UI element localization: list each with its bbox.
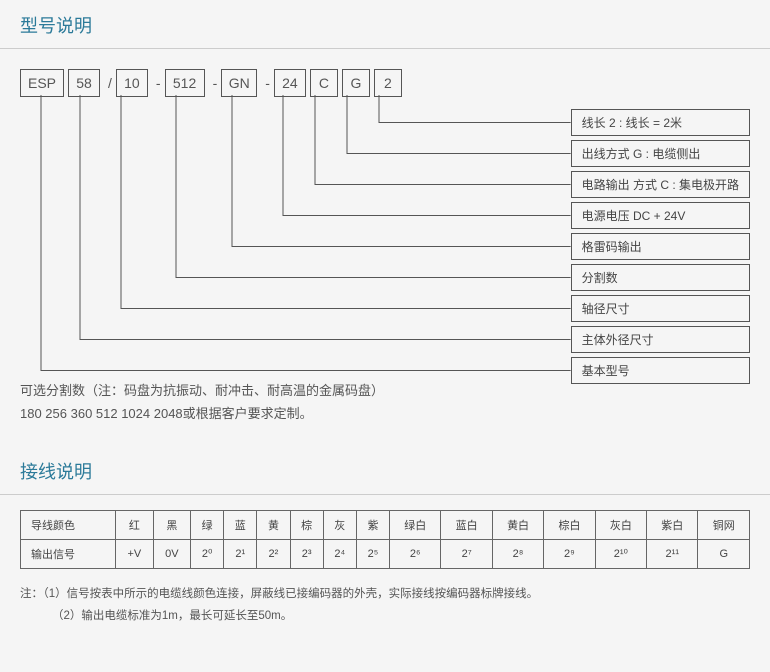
label-shaft-dia: 轴径尺寸 bbox=[571, 295, 750, 322]
cell: 2¹ bbox=[224, 539, 257, 568]
cell: G bbox=[698, 539, 750, 568]
cell: 黄白 bbox=[492, 510, 543, 539]
cell: 2¹¹ bbox=[647, 539, 698, 568]
label-cable-length: 线长 2 : 线长 = 2米 bbox=[571, 109, 750, 136]
footnote-1: 注：（1）信号按表中所示的电缆线颜色连接，屏蔽线已接编码器的外壳，实际接线按编码… bbox=[20, 584, 750, 606]
sep-dash1: - bbox=[156, 69, 161, 97]
label-output-circuit: 电路输出 方式 C : 集电极开路 bbox=[571, 171, 750, 198]
seg-c: C bbox=[310, 69, 338, 97]
wiring-table: 导线颜色 红 黑 绿 蓝 黄 棕 灰 紫 绿白 蓝白 黄白 棕白 灰白 紫白 铜… bbox=[20, 510, 750, 569]
section1-title: 型号说明 bbox=[0, 0, 770, 49]
cell: 2⁸ bbox=[492, 539, 543, 568]
cell: 红 bbox=[116, 510, 154, 539]
cell: 2³ bbox=[290, 539, 323, 568]
seg-512: 512 bbox=[165, 69, 205, 97]
model-segments: ESP 58 / 10 - 512 - GN - 24 C G 2 bbox=[20, 69, 406, 97]
cell: 2⁷ bbox=[441, 539, 492, 568]
cell: 2¹⁰ bbox=[595, 539, 646, 568]
seg-10: 10 bbox=[116, 69, 148, 97]
seg-gn: GN bbox=[221, 69, 257, 97]
label-base-model: 基本型号 bbox=[571, 357, 750, 384]
label-column: 线长 2 : 线长 = 2米 出线方式 G : 电缆侧出 电路输出 方式 C :… bbox=[571, 109, 750, 388]
label-cable-exit: 出线方式 G : 电缆侧出 bbox=[571, 140, 750, 167]
cell: 紫白 bbox=[647, 510, 698, 539]
row2-header: 输出信号 bbox=[21, 539, 116, 568]
row1-header: 导线颜色 bbox=[21, 510, 116, 539]
resolution-options: 可选分割数（注：码盘为抗振动、耐冲击、耐高温的金属码盘） 180 256 360… bbox=[0, 379, 770, 446]
option-note-line2: 180 256 360 512 1024 2048或根据客户要求定制。 bbox=[20, 402, 750, 425]
label-supply-voltage: 电源电压 DC + 24V bbox=[571, 202, 750, 229]
cell: +V bbox=[116, 539, 154, 568]
cell: 黄 bbox=[257, 510, 290, 539]
cell: 铜网 bbox=[698, 510, 750, 539]
label-gray-code: 格雷码输出 bbox=[571, 233, 750, 260]
footnotes: 注：（1）信号按表中所示的电缆线颜色连接，屏蔽线已接编码器的外壳，实际接线按编码… bbox=[0, 579, 770, 648]
sep-dash2: - bbox=[213, 69, 218, 97]
cell: 灰白 bbox=[595, 510, 646, 539]
cell: 黑 bbox=[153, 510, 190, 539]
cell: 2⁹ bbox=[544, 539, 595, 568]
label-body-dia: 主体外径尺寸 bbox=[571, 326, 750, 353]
label-resolution: 分割数 bbox=[571, 264, 750, 291]
footnote-2: （2）输出电缆标准为1m，最长可延长至50m。 bbox=[20, 606, 750, 628]
sep-slash: / bbox=[108, 69, 112, 97]
table-row-signals: 输出信号 +V 0V 2⁰ 2¹ 2² 2³ 2⁴ 2⁵ 2⁶ 2⁷ 2⁸ 2⁹… bbox=[21, 539, 750, 568]
cell: 灰 bbox=[323, 510, 356, 539]
cell: 绿白 bbox=[390, 510, 441, 539]
cell: 棕白 bbox=[544, 510, 595, 539]
cell: 2² bbox=[257, 539, 290, 568]
cell: 2⁵ bbox=[356, 539, 389, 568]
table-row-colors: 导线颜色 红 黑 绿 蓝 黄 棕 灰 紫 绿白 蓝白 黄白 棕白 灰白 紫白 铜… bbox=[21, 510, 750, 539]
sep-dash3: - bbox=[265, 69, 270, 97]
seg-esp: ESP bbox=[20, 69, 64, 97]
cell: 2⁴ bbox=[323, 539, 356, 568]
seg-24: 24 bbox=[274, 69, 306, 97]
model-decode-area: ESP 58 / 10 - 512 - GN - 24 C G 2 线长 2 :… bbox=[0, 49, 770, 379]
cell: 2⁶ bbox=[390, 539, 441, 568]
cell: 0V bbox=[153, 539, 190, 568]
seg-g: G bbox=[342, 69, 370, 97]
cell: 2⁰ bbox=[191, 539, 224, 568]
cell: 绿 bbox=[191, 510, 224, 539]
section2-title: 接线说明 bbox=[0, 446, 770, 495]
cell: 蓝 bbox=[224, 510, 257, 539]
seg-2: 2 bbox=[374, 69, 402, 97]
cell: 紫 bbox=[356, 510, 389, 539]
cell: 蓝白 bbox=[441, 510, 492, 539]
seg-58: 58 bbox=[68, 69, 100, 97]
cell: 棕 bbox=[290, 510, 323, 539]
